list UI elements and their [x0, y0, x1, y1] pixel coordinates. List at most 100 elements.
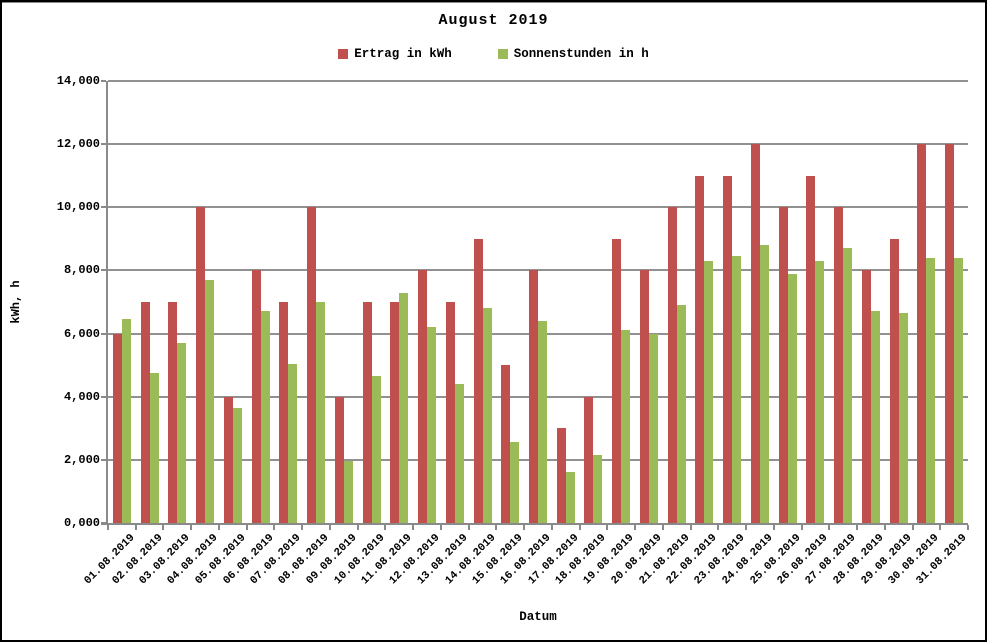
- bar-sonnenstunden-19: [621, 330, 631, 523]
- x-axis-tick: [578, 525, 581, 530]
- bar-ertrag-17: [556, 428, 566, 523]
- x-axis-tick: [190, 525, 193, 530]
- bar-sonnenstunden-21: [676, 305, 686, 523]
- gridline-8: [108, 269, 968, 272]
- bar-ertrag-28: [861, 270, 871, 523]
- x-axis-line: [101, 523, 968, 525]
- x-axis-tick: [717, 525, 720, 530]
- bar-sonnenstunden-13: [454, 384, 464, 523]
- x-axis-tick: [772, 525, 775, 530]
- x-axis-title: Datum: [519, 610, 557, 624]
- bar-sonnenstunden-22: [704, 261, 714, 523]
- x-axis-tick: [550, 525, 553, 530]
- x-axis-tick: [967, 525, 969, 530]
- x-axis-tick: [107, 525, 109, 530]
- x-axis-tick: [467, 525, 470, 530]
- x-axis-tick: [689, 525, 692, 530]
- x-axis-tick: [523, 525, 526, 530]
- x-axis-tick: [162, 525, 165, 530]
- bar-ertrag-11: [390, 302, 400, 523]
- plot-area: [101, 80, 969, 530]
- y-axis-title: kWh, h: [9, 280, 23, 324]
- bar-ertrag-16: [529, 270, 538, 523]
- bar-ertrag-26: [806, 176, 816, 523]
- x-axis-tick: [273, 525, 276, 530]
- legend-item-ertrag: Ertrag in kWh: [338, 47, 452, 61]
- bar-sonnenstunden-26: [815, 261, 825, 523]
- x-axis-tick: [939, 525, 942, 530]
- bar-sonnenstunden-31: [954, 258, 964, 523]
- x-axis-tick: [856, 525, 859, 530]
- bar-sonnenstunden-09: [343, 461, 353, 523]
- y-tick-label: 8,000: [63, 263, 100, 278]
- bar-ertrag-30: [917, 144, 927, 523]
- bar-ertrag-15: [501, 365, 511, 523]
- bar-ertrag-08: [307, 207, 317, 523]
- bar-ertrag-29: [889, 239, 899, 523]
- y-axis-tick: [101, 458, 106, 461]
- bar-sonnenstunden-27: [843, 248, 853, 523]
- bar-sonnenstunden-05: [232, 408, 242, 523]
- bar-sonnenstunden-15: [510, 442, 520, 523]
- chart-title: August 2019: [438, 12, 549, 29]
- y-axis-tick: [101, 269, 106, 272]
- x-axis-tick: [634, 525, 637, 530]
- bar-ertrag-05: [223, 397, 233, 523]
- bar-ertrag-31: [945, 144, 955, 523]
- y-tick-label: 10,000: [56, 200, 100, 215]
- bar-sonnenstunden-30: [926, 258, 936, 523]
- bar-ertrag-04: [196, 207, 206, 523]
- x-axis-tick: [245, 525, 248, 530]
- x-axis-tick: [883, 525, 886, 530]
- bar-ertrag-21: [667, 207, 677, 523]
- bar-ertrag-20: [639, 270, 649, 523]
- bar-sonnenstunden-07: [288, 364, 298, 523]
- bar-sonnenstunden-12: [427, 327, 437, 523]
- x-axis-tick: [134, 525, 137, 530]
- legend-swatch-sonnenstunden: [497, 49, 508, 59]
- bar-sonnenstunden-10: [371, 376, 381, 523]
- x-axis-tick: [384, 525, 387, 530]
- bar-sonnenstunden-29: [898, 313, 908, 523]
- y-axis-tick: [101, 206, 106, 209]
- bar-ertrag-27: [834, 207, 844, 523]
- x-axis-tick: [745, 525, 748, 530]
- y-tick-label: 14,000: [56, 74, 100, 88]
- bar-ertrag-14: [473, 239, 483, 523]
- x-axis-tick: [661, 525, 664, 530]
- bar-ertrag-12: [418, 270, 428, 523]
- bar-sonnenstunden-04: [205, 280, 215, 523]
- y-tick-label: 2,000: [63, 452, 100, 467]
- y-tick-label: 4,000: [63, 389, 100, 404]
- x-axis-tick: [800, 525, 803, 530]
- bar-sonnenstunden-03: [177, 343, 187, 523]
- bar-ertrag-10: [362, 302, 372, 523]
- y-axis-tick: [101, 80, 106, 82]
- bar-ertrag-19: [612, 239, 622, 523]
- bar-ertrag-09: [334, 397, 344, 523]
- legend-label: Ertrag in kWh: [354, 47, 452, 61]
- x-axis-tick: [439, 525, 442, 530]
- bar-sonnenstunden-18: [593, 455, 603, 523]
- bar-sonnenstunden-20: [648, 334, 658, 523]
- bar-ertrag-18: [584, 397, 594, 523]
- bar-ertrag-01: [112, 334, 122, 523]
- bar-ertrag-06: [251, 270, 261, 523]
- x-axis-tick: [217, 525, 220, 530]
- bar-ertrag-25: [778, 207, 788, 523]
- bar-sonnenstunden-23: [732, 256, 742, 523]
- y-tick-label: 0,000: [63, 516, 100, 530]
- y-tick-label: 12,000: [56, 137, 100, 152]
- bar-ertrag-24: [750, 144, 760, 523]
- y-axis-tick: [101, 143, 106, 146]
- legend-label: Sonnenstunden in h: [513, 47, 649, 61]
- gridline-14: [108, 80, 968, 82]
- bar-sonnenstunden-08: [316, 302, 326, 523]
- gridline-10: [108, 206, 968, 209]
- y-axis-tick: [101, 395, 106, 398]
- x-axis-tick: [828, 525, 831, 530]
- bar-sonnenstunden-11: [399, 293, 409, 523]
- x-tick-label: 31.08.2019: [914, 532, 970, 588]
- bar-ertrag-13: [445, 302, 455, 523]
